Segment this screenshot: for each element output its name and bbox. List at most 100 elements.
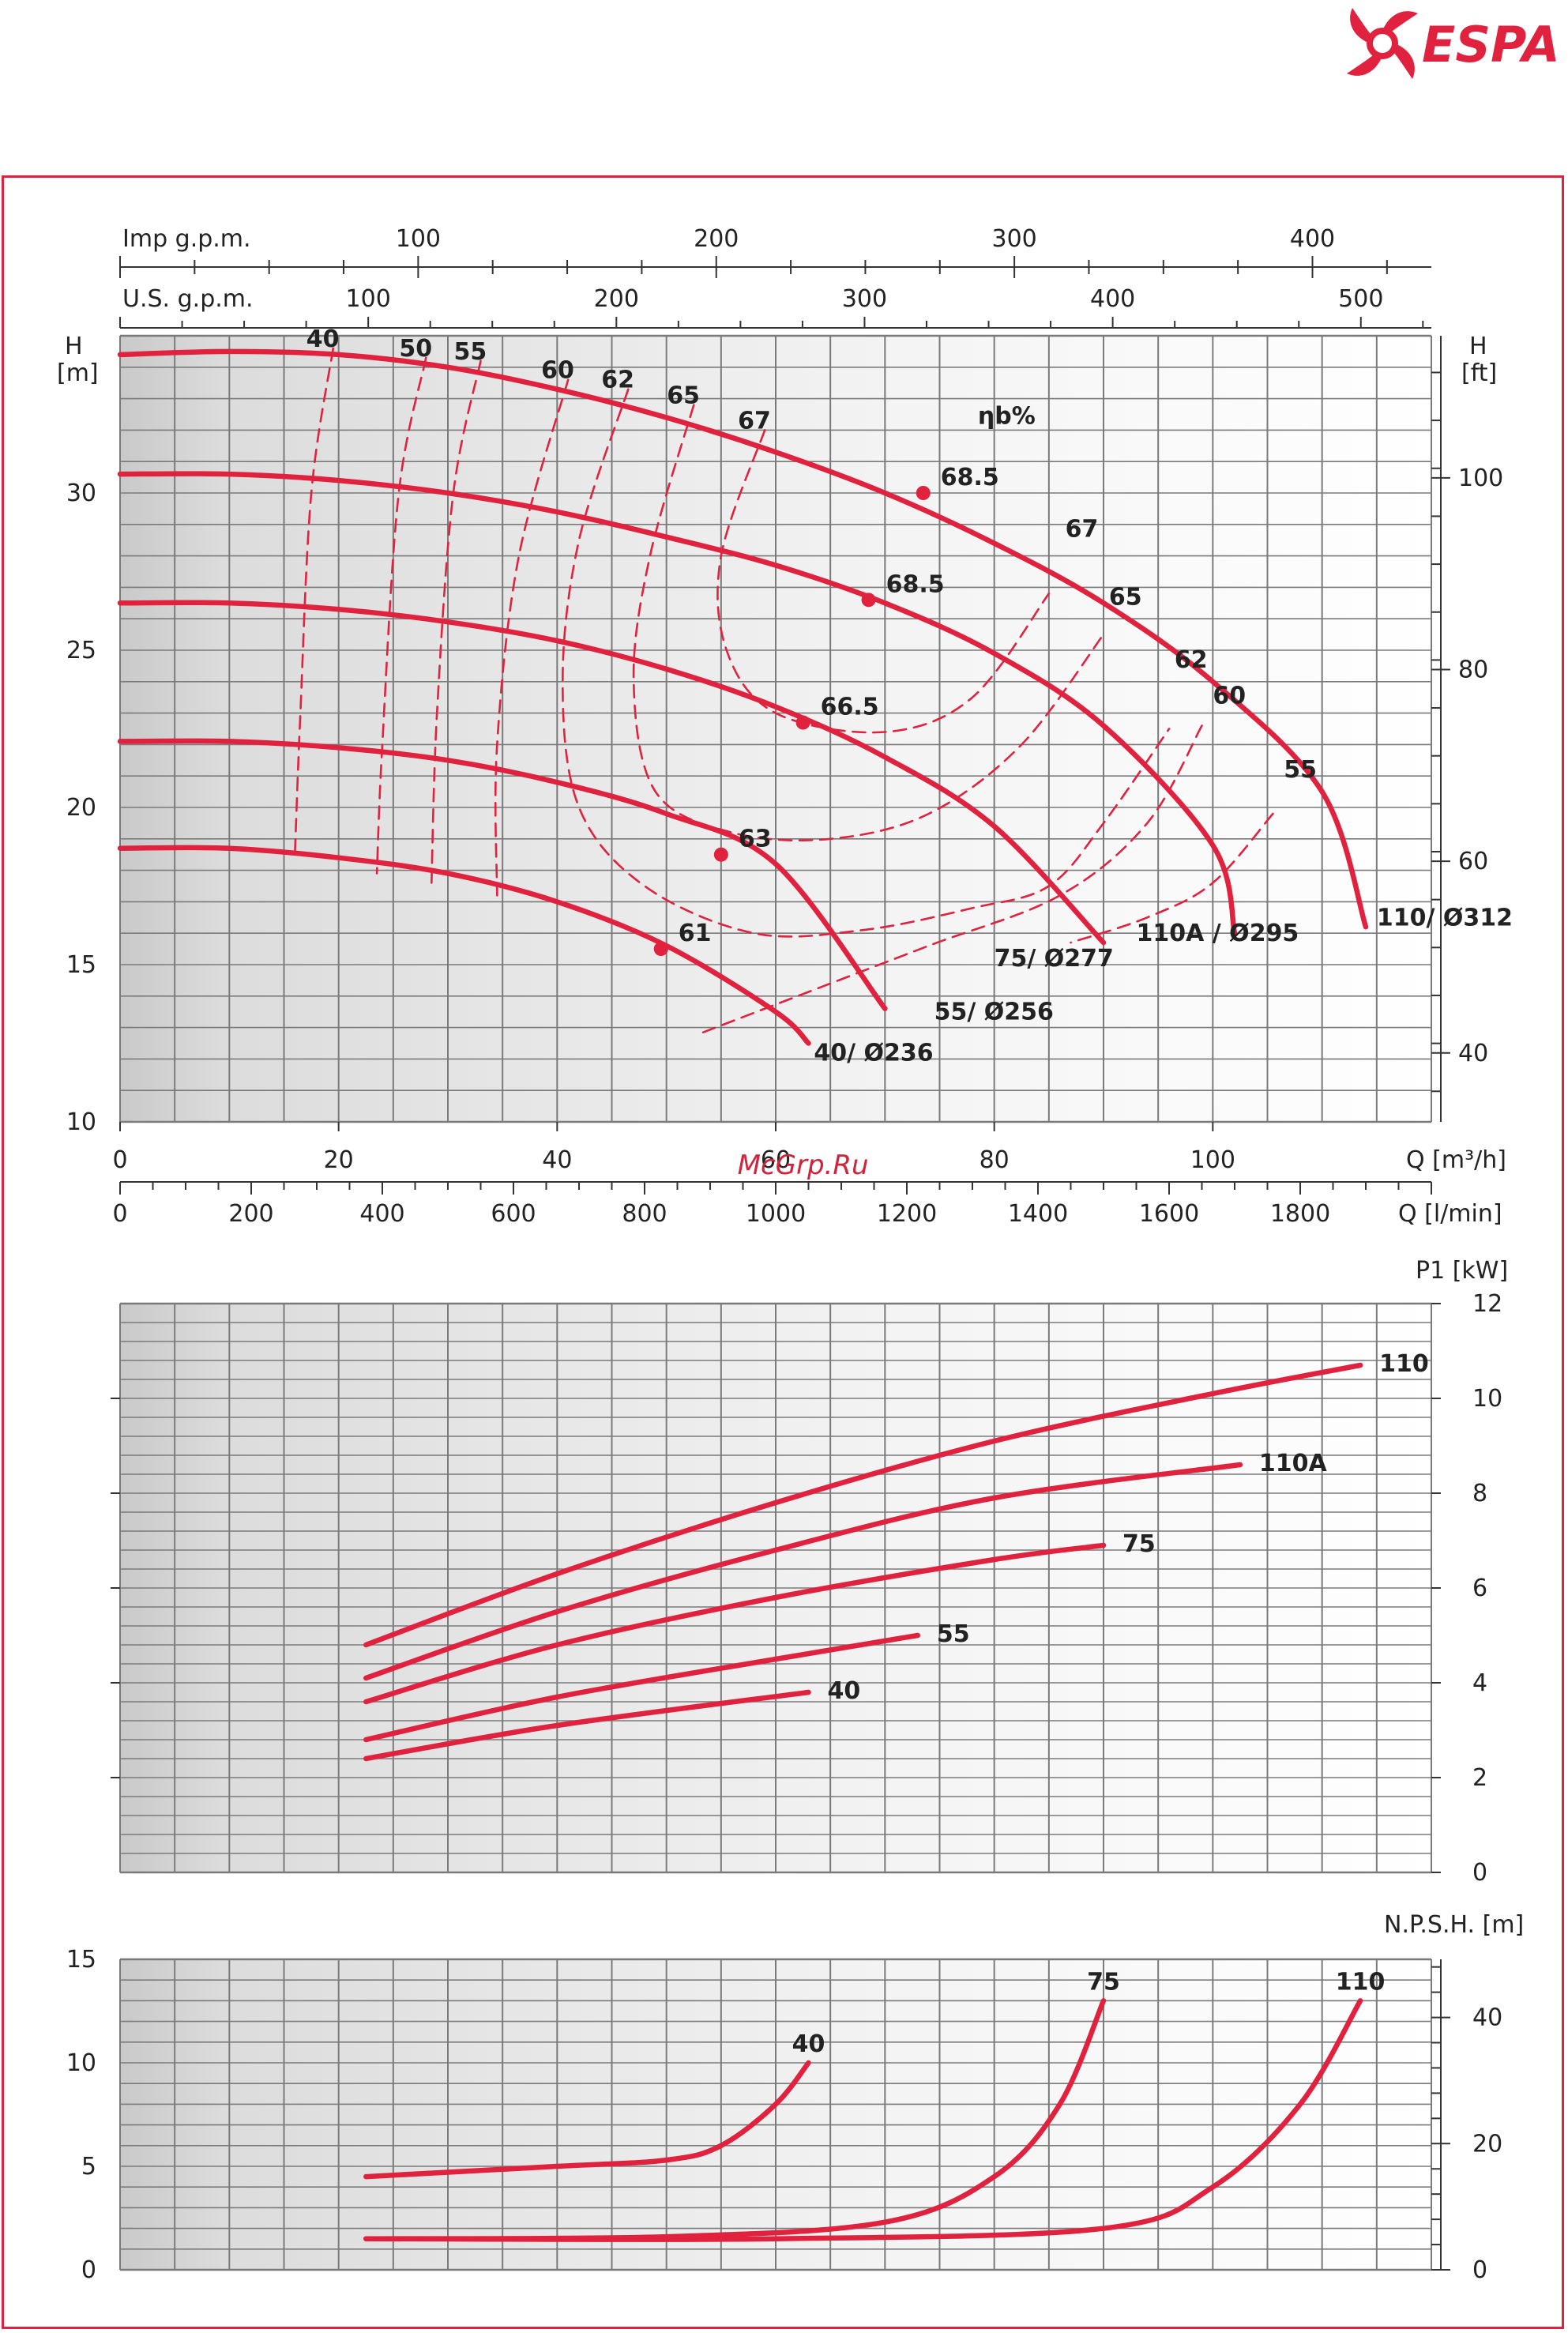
- ft-tick-label: 40: [1458, 1040, 1488, 1067]
- npsh-curve-40: [363, 2060, 811, 2180]
- espa-logo: ESPA: [1339, 0, 1568, 87]
- power-curve-110A: [363, 1462, 1243, 1681]
- lmin-tick-label: 800: [622, 1200, 667, 1228]
- efficiency-label: 55: [454, 338, 487, 366]
- efficiency-loop-55-4: [1070, 812, 1274, 944]
- x-tick-label: 20: [324, 1146, 354, 1174]
- efficiency-loop-65-1: [632, 404, 1105, 842]
- turbine-icon: [1347, 8, 1418, 79]
- npsh-y-tick-label: 10: [66, 2049, 96, 2077]
- head-y-tick-label: 15: [66, 951, 96, 979]
- npsh-curve-label: 75: [1087, 1968, 1120, 1996]
- head-y-tick-label: 30: [66, 480, 96, 507]
- head-curve-0: [117, 348, 1369, 930]
- efficiency-label: 67: [738, 407, 771, 435]
- efficiency-label: 60: [541, 357, 574, 385]
- power-y-tick-label: 6: [1472, 1575, 1487, 1602]
- efficiency-label: 65: [1109, 583, 1142, 611]
- power-curve-40: [363, 1689, 811, 1762]
- head-curve-label: 110A / Ø295: [1137, 920, 1299, 947]
- x-tick-label: 80: [980, 1146, 1010, 1174]
- efficiency-label: 62: [1175, 646, 1208, 674]
- lmin-axis-unit: Q [l/min]: [1398, 1200, 1502, 1228]
- head-ft-axis-title: H: [1469, 333, 1487, 360]
- npsh-y-tick-label: 0: [81, 2256, 96, 2284]
- head-curve-label: 110/ Ø312: [1377, 904, 1513, 931]
- imp-tick-label: 300: [991, 225, 1036, 253]
- bep-point-marker: [713, 847, 728, 862]
- npsh-curve-label: 110: [1336, 1968, 1386, 1996]
- power-curve-110: [363, 1362, 1363, 1648]
- head-curve-1: [117, 471, 1238, 936]
- head-curve-label: 55/ Ø256: [934, 999, 1054, 1026]
- efficiency-label: 55: [1284, 756, 1317, 784]
- npsh-y-tick-label: 5: [81, 2153, 96, 2181]
- npsh-ft-tick-label: 40: [1472, 2004, 1502, 2032]
- head-curve-2: [117, 600, 1107, 946]
- x-tick-label: 100: [1190, 1146, 1235, 1174]
- imp-tick-label: 400: [1290, 225, 1335, 253]
- power-y-tick-label: 8: [1472, 1480, 1487, 1507]
- power-curve-label: 55: [937, 1620, 970, 1648]
- lmin-tick-label: 1000: [746, 1200, 806, 1228]
- us-tick-label: 200: [594, 285, 639, 313]
- npsh-y-tick-label: 15: [66, 1946, 96, 1974]
- bep-point-marker: [861, 593, 876, 608]
- lmin-tick-label: 1200: [877, 1200, 937, 1228]
- lmin-tick-label: 1600: [1139, 1200, 1199, 1228]
- efficiency-label: 40: [306, 325, 340, 353]
- npsh-ft-tick-label: 20: [1472, 2130, 1502, 2158]
- lmin-tick-label: 200: [228, 1200, 273, 1228]
- imp-tick-label: 100: [396, 225, 441, 253]
- power-y-tick-label: 10: [1472, 1385, 1502, 1413]
- head-curve-label: 75/ Ø277: [995, 945, 1114, 973]
- power-curve-75: [363, 1542, 1107, 1705]
- efficiency-curve-40: [294, 347, 335, 856]
- us-tick-label: 500: [1338, 285, 1383, 313]
- npsh-curve-label: 40: [792, 2030, 825, 2058]
- power-y-axis-title: P1 [kW]: [1416, 1257, 1508, 1285]
- power-y-tick-label: 4: [1472, 1669, 1487, 1697]
- efficiency-label: 50: [399, 335, 432, 363]
- x-tick-label: 60: [761, 1146, 791, 1174]
- head-curve-label: 40/ Ø236: [814, 1039, 933, 1067]
- us-axis-title: U.S. g.p.m.: [122, 285, 254, 313]
- lmin-tick-label: 600: [491, 1200, 536, 1228]
- watermark: McGrp.Ru: [738, 1150, 869, 1181]
- ft-tick-label: 80: [1458, 657, 1488, 684]
- imp-tick-label: 200: [694, 225, 739, 253]
- efficiency-curve-60: [494, 378, 570, 897]
- efficiency-curve-50: [375, 356, 427, 875]
- power-curve-55: [363, 1632, 921, 1743]
- chart-frame: [2, 175, 1564, 2329]
- x-axis-unit: Q [m³/h]: [1406, 1146, 1506, 1174]
- head-curve-3: [117, 738, 888, 1011]
- efficiency-loop-60-3: [698, 724, 1203, 1035]
- ft-tick-label: 60: [1458, 848, 1488, 875]
- efficiency-label: 65: [667, 382, 700, 410]
- power-curve-label: 110: [1379, 1350, 1429, 1378]
- us-tick-label: 100: [346, 285, 391, 313]
- bep-point-label: 66.5: [821, 694, 879, 721]
- x-tick-label: 40: [542, 1146, 572, 1174]
- lmin-tick-label: 1800: [1270, 1200, 1330, 1228]
- head-ft-axis-title-unit: [ft]: [1461, 359, 1497, 387]
- brand-name: ESPA: [1422, 16, 1560, 73]
- head-y-axis-title-unit: [m]: [57, 359, 99, 387]
- bep-point-label: 61: [679, 920, 712, 947]
- head-y-tick-label: 10: [66, 1108, 96, 1136]
- power-y-tick-label: 2: [1472, 1764, 1487, 1792]
- head-curve-4: [117, 845, 811, 1046]
- power-curve-label: 40: [828, 1677, 861, 1705]
- power-y-tick-label: 0: [1472, 1859, 1487, 1887]
- efficiency-loop-62-0: [562, 388, 1171, 938]
- efficiency-label: 60: [1213, 683, 1246, 710]
- ft-tick-label: 100: [1458, 465, 1503, 492]
- efficiency-curve-55: [431, 359, 482, 884]
- power-curve-label: 110A: [1259, 1450, 1328, 1477]
- npsh-y-axis-title: N.P.S.H. [m]: [1384, 1911, 1524, 1939]
- efficiency-axis-label: ηb%: [978, 402, 1036, 430]
- bep-point-marker: [795, 715, 810, 730]
- efficiency-label: 62: [601, 367, 634, 394]
